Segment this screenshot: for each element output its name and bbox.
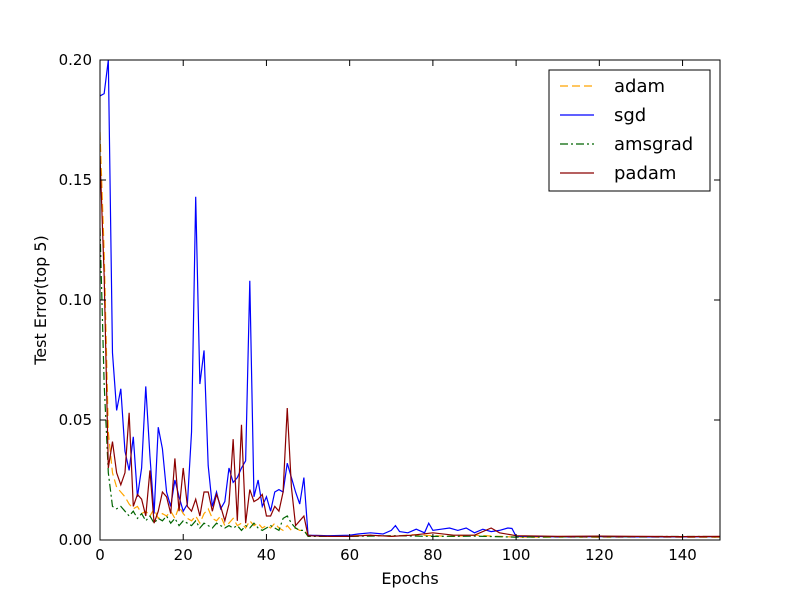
x-tick-label: 60 <box>340 546 359 564</box>
x-tick-label: 0 <box>95 546 105 564</box>
x-tick-label: 80 <box>423 546 442 564</box>
legend-label-sgd: sgd <box>614 105 646 126</box>
y-tick-label: 0.05 <box>59 411 92 429</box>
y-tick-label: 0.00 <box>59 531 92 549</box>
x-tick-label: 40 <box>257 546 276 564</box>
plot-lines <box>100 60 720 538</box>
legend: adam sgd amsgrad padam <box>548 69 711 192</box>
series-line-padam <box>100 155 720 538</box>
x-axis-ticks: 0 20 40 60 80 100 120 140 <box>95 60 697 564</box>
y-tick-label: 0.15 <box>59 171 92 189</box>
series-line-amsgrad <box>100 227 720 538</box>
legend-label-padam: padam <box>614 163 676 184</box>
x-tick-label: 20 <box>174 546 193 564</box>
x-tick-label: 120 <box>585 546 614 564</box>
x-tick-label: 100 <box>502 546 531 564</box>
y-tick-label: 0.20 <box>59 51 92 69</box>
y-axis-ticks: 0.00 0.05 0.10 0.15 0.20 <box>59 51 720 549</box>
legend-box <box>548 69 711 192</box>
y-tick-label: 0.10 <box>59 291 92 309</box>
x-axis-label: Epochs <box>381 569 438 588</box>
x-tick-label: 140 <box>668 546 697 564</box>
legend-label-amsgrad: amsgrad <box>614 134 693 155</box>
series-line-sgd <box>100 60 720 538</box>
y-axis-label: Test Error(top 5) <box>31 235 50 366</box>
legend-label-adam: adam <box>614 76 665 97</box>
